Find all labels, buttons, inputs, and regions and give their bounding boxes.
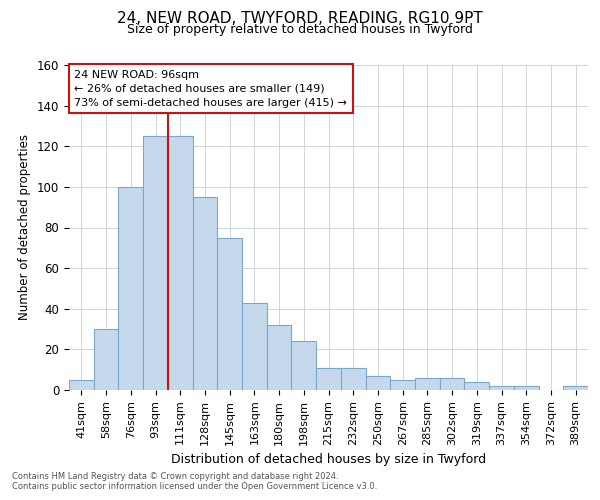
Bar (267, 325, 292, 390)
Bar (242, 302, 267, 390)
Text: 24 NEW ROAD: 96sqm
← 26% of detached houses are smaller (149)
73% of semi-detach: 24 NEW ROAD: 96sqm ← 26% of detached hou… (74, 70, 347, 108)
Bar (118, 187, 143, 390)
Bar (365, 376, 390, 390)
Text: Contains HM Land Registry data © Crown copyright and database right 2024.: Contains HM Land Registry data © Crown c… (12, 472, 338, 481)
Bar (94, 329, 118, 390)
Bar (316, 368, 341, 390)
Text: Contains public sector information licensed under the Open Government Licence v3: Contains public sector information licen… (12, 482, 377, 491)
Bar (341, 368, 365, 390)
Bar (440, 378, 464, 390)
Bar (193, 197, 217, 390)
Y-axis label: Number of detached properties: Number of detached properties (19, 134, 31, 320)
Bar (489, 386, 514, 390)
Bar (292, 341, 316, 390)
Bar (514, 386, 539, 390)
Bar (217, 238, 242, 390)
Bar (168, 136, 193, 390)
Bar (415, 378, 440, 390)
Text: Size of property relative to detached houses in Twyford: Size of property relative to detached ho… (127, 22, 473, 36)
Bar (143, 136, 168, 390)
X-axis label: Distribution of detached houses by size in Twyford: Distribution of detached houses by size … (171, 453, 486, 466)
Bar (69, 380, 94, 390)
Bar (563, 386, 588, 390)
Text: 24, NEW ROAD, TWYFORD, READING, RG10 9PT: 24, NEW ROAD, TWYFORD, READING, RG10 9PT (117, 11, 483, 26)
Bar (464, 382, 489, 390)
Bar (390, 380, 415, 390)
